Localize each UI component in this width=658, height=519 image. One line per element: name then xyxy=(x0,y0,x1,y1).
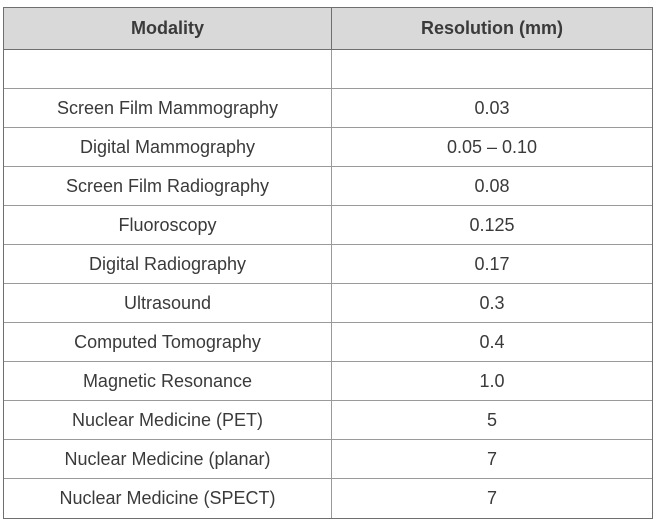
modality-cell: Fluoroscopy xyxy=(4,206,332,244)
table-row: Screen Film Mammography 0.03 xyxy=(4,89,652,128)
resolution-cell: 7 xyxy=(486,488,497,508)
resolution-cell: 0.03 xyxy=(474,97,510,118)
modality-cell: Nuclear Medicine (PET) xyxy=(4,401,332,439)
table-row: Computed Tomography 0.4 xyxy=(4,323,652,362)
modality-cell: Digital Radiography xyxy=(4,245,332,283)
modality-cell: Nuclear Medicine (planar) xyxy=(4,440,332,478)
modality-cell: Digital Mammography xyxy=(4,128,332,166)
resolution-cell: 1.0 xyxy=(479,370,505,391)
modality-cell: Computed Tomography xyxy=(4,323,332,361)
modality-cell: Nuclear Medicine (SPECT) xyxy=(4,479,332,518)
resolution-cell: 0.125 xyxy=(469,214,515,235)
resolution-cell: 0.17 xyxy=(474,253,510,274)
header-modality: Modality xyxy=(4,8,332,49)
modality-cell: Screen Film Radiography xyxy=(4,167,332,205)
resolution-cell: 5 xyxy=(486,409,497,430)
resolution-cell: 0.08 xyxy=(474,175,510,196)
header-resolution: Resolution (mm) xyxy=(421,18,563,38)
table-row: Nuclear Medicine (PET) 5 xyxy=(4,401,652,440)
empty-row xyxy=(4,50,652,89)
empty-cell-modality xyxy=(4,50,332,88)
empty-cell-resolution xyxy=(332,50,652,88)
table-row: Ultrasound 0.3 xyxy=(4,284,652,323)
resolution-cell: 0.05 – 0.10 xyxy=(446,136,538,157)
table-row: Magnetic Resonance 1.0 xyxy=(4,362,652,401)
table-row: Digital Mammography 0.05 – 0.10 xyxy=(4,128,652,167)
table-row: Screen Film Radiography 0.08 xyxy=(4,167,652,206)
modality-cell: Screen Film Mammography xyxy=(4,89,332,127)
table-row: Digital Radiography 0.17 xyxy=(4,245,652,284)
table-row: Fluoroscopy 0.125 xyxy=(4,206,652,245)
table-header-row: Modality Resolution (mm) xyxy=(4,8,652,50)
table-row: Nuclear Medicine (SPECT) 7 xyxy=(4,479,652,518)
resolution-cell: 0.3 xyxy=(479,292,505,313)
modality-cell: Ultrasound xyxy=(4,284,332,322)
modality-cell: Magnetic Resonance xyxy=(4,362,332,400)
resolution-table: Modality Resolution (mm) Screen Film Mam… xyxy=(3,7,653,519)
resolution-cell: 7 xyxy=(486,448,497,469)
table-row: Nuclear Medicine (planar) 7 xyxy=(4,440,652,479)
resolution-cell: 0.4 xyxy=(479,331,505,352)
